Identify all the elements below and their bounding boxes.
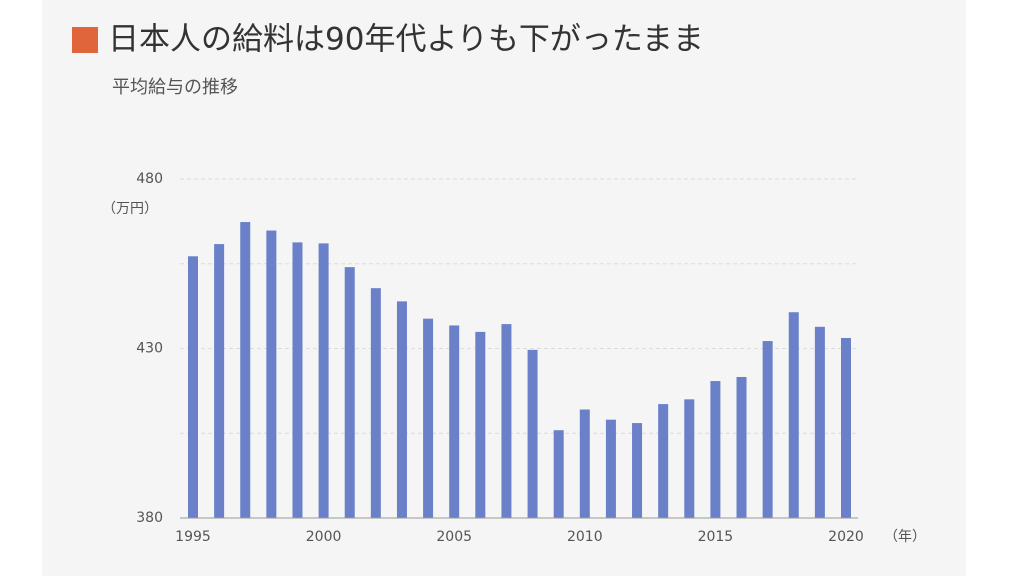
bar — [266, 230, 277, 518]
bar — [214, 244, 225, 518]
bar — [188, 256, 198, 518]
bar — [553, 430, 564, 518]
x-tick-label: 2020 — [828, 529, 864, 545]
bar — [710, 381, 721, 518]
y-unit-label: （万円） — [102, 201, 158, 217]
y-tick-label: 480 — [136, 171, 163, 187]
y-tick-label: 430 — [136, 341, 163, 357]
bar — [736, 376, 747, 518]
bar — [527, 349, 538, 518]
bar — [318, 243, 329, 518]
bar — [684, 399, 695, 518]
bar — [841, 337, 851, 518]
x-tick-label: 2010 — [567, 529, 603, 545]
bar — [605, 419, 616, 518]
title-marker — [72, 27, 98, 53]
bar — [501, 324, 512, 518]
bar — [396, 301, 407, 518]
x-tick-label: 1995 — [175, 529, 211, 545]
y-tick-label: 380 — [136, 510, 163, 526]
chart-subtitle: 平均給与の推移 — [112, 77, 238, 98]
x-unit-label: （年） — [884, 529, 926, 545]
x-tick-label: 2015 — [698, 529, 734, 545]
bar — [449, 325, 460, 518]
bar — [814, 326, 825, 518]
bar — [370, 288, 381, 518]
bar — [475, 331, 486, 518]
bar — [788, 312, 799, 518]
x-tick-label: 2005 — [436, 529, 472, 545]
bar — [658, 404, 669, 518]
bar — [423, 318, 434, 518]
bar — [579, 409, 590, 518]
bar — [344, 267, 355, 518]
bar — [240, 222, 251, 519]
bar — [632, 423, 643, 518]
bar — [292, 242, 303, 518]
x-tick-label: 2000 — [306, 529, 342, 545]
chart-title: 日本人の給料は90年代よりも下がったまま — [108, 22, 704, 58]
bar — [762, 341, 773, 518]
